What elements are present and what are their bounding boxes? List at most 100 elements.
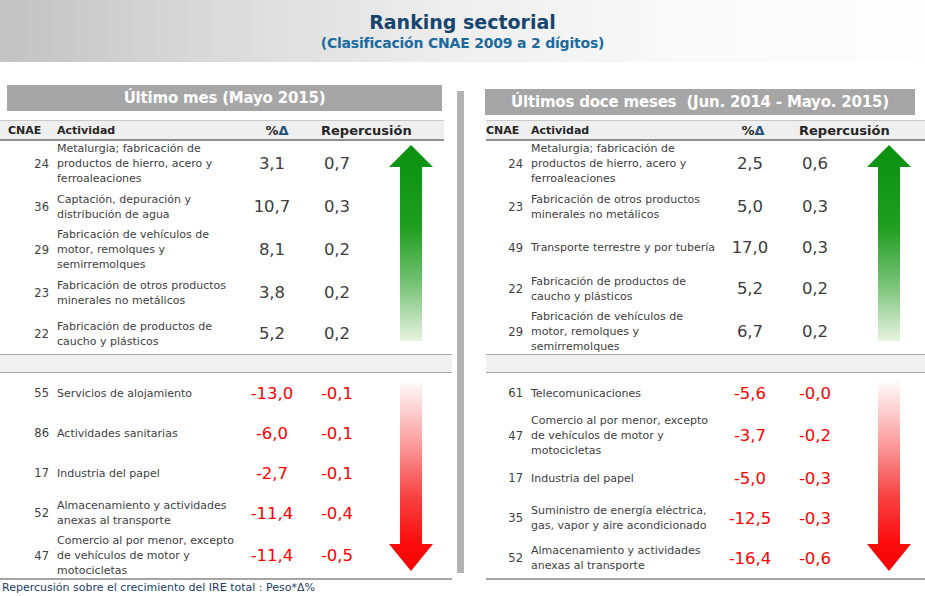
table-row: 23Fabricación de otros productos mineral… bbox=[486, 186, 925, 227]
pct-delta-value: 2,5 bbox=[721, 154, 779, 173]
repercussion-value: 0,3 bbox=[779, 238, 851, 257]
table-row: 49Transporte terrestre y por tubería17,0… bbox=[486, 227, 925, 268]
panel-title-twelve-months: Últimos doce meses (Jun. 2014 - Mayo. 20… bbox=[485, 89, 915, 115]
column-header-repercussion: Repercusión bbox=[321, 123, 401, 138]
pct-delta-value: -3,7 bbox=[721, 426, 779, 445]
cnae-code: 86 bbox=[8, 426, 49, 440]
falling-sectors-section: 61Telecomunicaciones-5,6-0,047Comercio a… bbox=[486, 373, 925, 578]
repercussion-value: 0,3 bbox=[779, 197, 851, 216]
repercussion-value: -0,3 bbox=[779, 469, 851, 488]
cnae-code: 22 bbox=[8, 327, 49, 341]
repercussion-value: 0,2 bbox=[297, 240, 377, 259]
table-row: 22Fabricación de productos de caucho y p… bbox=[0, 313, 452, 354]
activity-label: Suministro de energía eléctrica, gas, va… bbox=[523, 503, 721, 533]
up-arrow-icon bbox=[389, 145, 433, 341]
column-header-pct-delta: %Δ bbox=[252, 123, 302, 138]
cnae-code: 29 bbox=[8, 243, 49, 257]
falling-sectors-section: 55Servicios de alojamiento-13,0-0,186Act… bbox=[0, 373, 452, 578]
cnae-code: 24 bbox=[486, 157, 523, 171]
panel-divider bbox=[457, 91, 464, 573]
cnae-code: 47 bbox=[486, 429, 523, 443]
activity-label: Fabricación de vehículos de motor, remol… bbox=[523, 309, 721, 354]
table-row: 36Captación, depuración y distribución d… bbox=[0, 186, 452, 227]
table-row: 52Almacenamiento y actividades anexas al… bbox=[0, 493, 452, 533]
table-row: 24Metalurgia; fabricación de productos d… bbox=[486, 141, 925, 186]
up-arrow-icon bbox=[867, 145, 911, 341]
cnae-code: 35 bbox=[486, 511, 523, 525]
panel-bottom-line bbox=[0, 578, 452, 580]
table-row: 61Telecomunicaciones-5,6-0,0 bbox=[486, 373, 925, 413]
activity-label: Industria del papel bbox=[523, 471, 721, 486]
pct-delta-value: -6,0 bbox=[247, 424, 297, 443]
pct-delta-value: 17,0 bbox=[721, 238, 779, 257]
cnae-code: 23 bbox=[8, 286, 49, 300]
table-row: 17Industria del papel-2,7-0,1 bbox=[0, 453, 452, 493]
table-row: 22Fabricación de productos de caucho y p… bbox=[486, 268, 925, 309]
repercussion-value: 0,3 bbox=[297, 197, 377, 216]
activity-label: Fabricación de otros productos minerales… bbox=[523, 192, 721, 222]
cnae-code: 55 bbox=[8, 386, 49, 400]
repercussion-value: 0,2 bbox=[297, 283, 377, 302]
repercussion-value: 0,2 bbox=[779, 279, 851, 298]
column-header-repercussion: Repercusión bbox=[799, 123, 871, 138]
cnae-code: 17 bbox=[8, 466, 49, 480]
repercussion-value: -0,1 bbox=[297, 424, 377, 443]
repercussion-value: -0,5 bbox=[297, 546, 377, 565]
activity-label: Captación, depuración y distribución de … bbox=[49, 192, 247, 222]
repercussion-value: -0,3 bbox=[779, 509, 851, 528]
column-header-activity: Actividad bbox=[523, 124, 721, 137]
pct-delta-value: 6,7 bbox=[721, 322, 779, 341]
pct-delta-value: 3,8 bbox=[247, 283, 297, 302]
table-row: 52Almacenamiento y actividades anexas al… bbox=[486, 538, 925, 578]
cnae-code: 23 bbox=[486, 200, 523, 214]
activity-label: Actividades sanitarias bbox=[49, 426, 247, 441]
cnae-code: 49 bbox=[486, 241, 523, 255]
pct-delta-value: -5,6 bbox=[721, 384, 779, 403]
table-row: 29Fabricación de vehículos de motor, rem… bbox=[0, 227, 452, 272]
pct-delta-value: -16,4 bbox=[721, 549, 779, 568]
repercussion-value: -0,0 bbox=[779, 384, 851, 403]
table-header: CNAE Actividad %Δ Repercusión bbox=[486, 120, 925, 141]
pct-delta-value: -2,7 bbox=[247, 464, 297, 483]
table-header: CNAE Actividad %Δ Repercusión bbox=[0, 120, 444, 141]
pct-delta-value: 5,0 bbox=[721, 197, 779, 216]
table-row: 23Fabricación de otros productos mineral… bbox=[0, 272, 452, 313]
table-row: 86Actividades sanitarias-6,0-0,1 bbox=[0, 413, 452, 453]
pct-delta-value: 10,7 bbox=[247, 197, 297, 216]
panel-twelve-months: Últimos doce meses (Jun. 2014 - Mayo. 20… bbox=[486, 0, 925, 596]
cnae-code: 47 bbox=[8, 549, 49, 563]
rising-sectors-section: 24Metalurgia; fabricación de productos d… bbox=[0, 141, 452, 354]
cnae-code: 52 bbox=[8, 506, 49, 520]
cnae-code: 17 bbox=[486, 471, 523, 485]
cnae-code: 52 bbox=[486, 551, 523, 565]
column-header-pct-delta: %Δ bbox=[724, 123, 782, 138]
pct-delta-value: -5,0 bbox=[721, 469, 779, 488]
repercussion-value: 0,6 bbox=[779, 154, 851, 173]
repercussion-value: -0,1 bbox=[297, 464, 377, 483]
pct-delta-value: 8,1 bbox=[247, 240, 297, 259]
column-header-activity: Actividad bbox=[49, 124, 247, 137]
pct-delta-value: -13,0 bbox=[247, 384, 297, 403]
activity-label: Transporte terrestre y por tubería bbox=[523, 240, 721, 255]
column-header-cnae: CNAE bbox=[8, 124, 49, 137]
rising-sectors-section: 24Metalurgia; fabricación de productos d… bbox=[486, 141, 925, 354]
repercussion-value: -0,2 bbox=[779, 426, 851, 445]
section-separator bbox=[0, 354, 452, 373]
pct-delta-value: -11,4 bbox=[247, 504, 297, 523]
activity-label: Fabricación de otros productos minerales… bbox=[49, 278, 247, 308]
repercussion-value: 0,7 bbox=[297, 154, 377, 173]
cnae-code: 29 bbox=[486, 325, 523, 339]
activity-label: Almacenamiento y actividades anexas al t… bbox=[49, 498, 247, 528]
activity-label: Servicios de alojamiento bbox=[49, 386, 247, 401]
table-row: 47Comercio al por menor, excepto de vehí… bbox=[0, 533, 452, 578]
panel-title-last-month: Último mes (Mayo 2015) bbox=[7, 85, 442, 111]
panel-last-month: Último mes (Mayo 2015) CNAE Actividad %Δ… bbox=[0, 0, 452, 596]
footer-note: Repercusión sobre el crecimiento del IRE… bbox=[2, 581, 315, 594]
activity-label: Fabricación de productos de caucho y plá… bbox=[49, 319, 247, 349]
cnae-code: 24 bbox=[8, 157, 49, 171]
panel-bottom-line bbox=[486, 578, 925, 580]
activity-label: Fabricación de productos de caucho y plá… bbox=[523, 274, 721, 304]
pct-delta-value: 5,2 bbox=[247, 324, 297, 343]
repercussion-value: -0,4 bbox=[297, 504, 377, 523]
repercussion-value: -0,6 bbox=[779, 549, 851, 568]
